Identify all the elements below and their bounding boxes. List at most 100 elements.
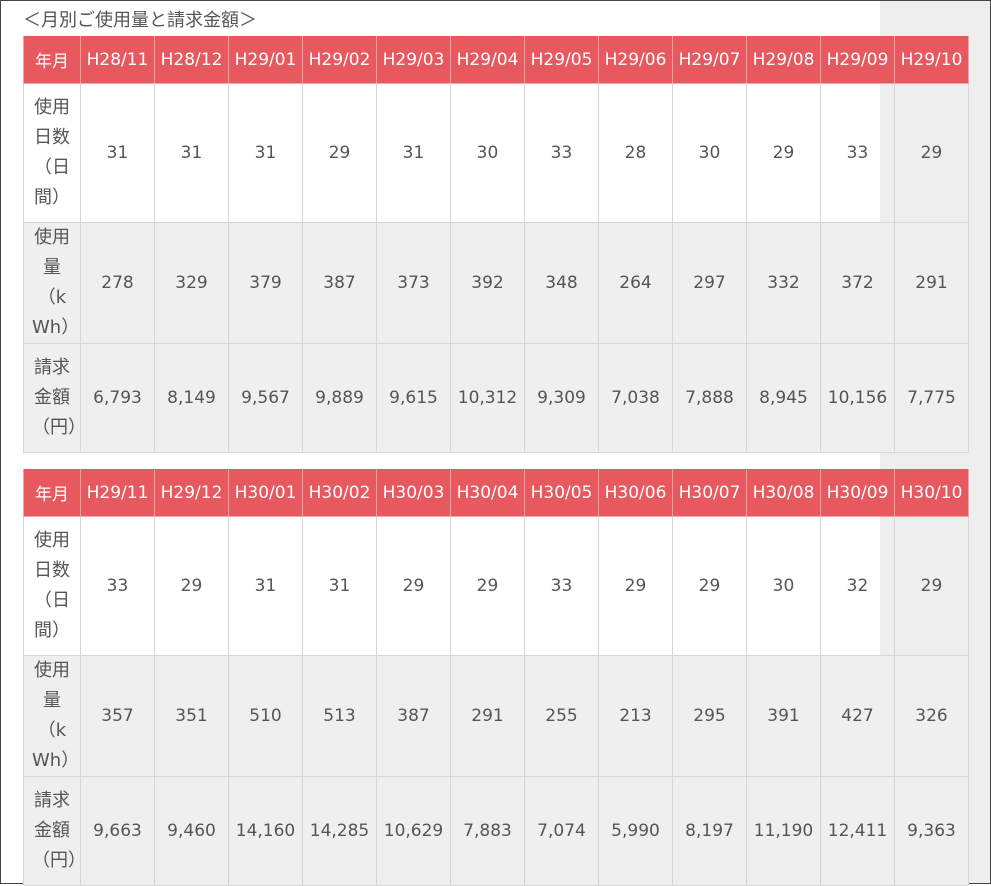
cell: 278	[80, 222, 155, 344]
month-header: H29/06	[598, 36, 673, 84]
month-header: H30/10	[894, 469, 969, 517]
cell: 7,074	[524, 776, 599, 886]
cell: 9,889	[302, 343, 377, 453]
cell: 31	[302, 516, 377, 656]
month-header: H29/11	[80, 469, 155, 517]
cell: 14,160	[228, 776, 303, 886]
data-row: 使用日数（日間） 33 29 31 31 29 29 33 29 29 30 32 29	[23, 516, 969, 656]
usage-table: 年月 H28/11 H28/12 H29/01 H29/02 H29/03 H29/04 H2…	[23, 36, 969, 453]
cell: 29	[746, 83, 821, 223]
cell: 7,883	[450, 776, 525, 886]
cell: 33	[820, 83, 895, 223]
cell: 9,567	[228, 343, 303, 453]
month-header: H29/03	[376, 36, 451, 84]
cell: 32	[820, 516, 895, 656]
cell: 10,312	[450, 343, 525, 453]
cell: 29	[894, 516, 969, 656]
data-row: 使用量（kWh） 278 329 379 387 373 392 348 264 297 332 37…	[23, 222, 969, 344]
cell: 8,945	[746, 343, 821, 453]
header-row: 年月 H28/11 H28/12 H29/01 H29/02 H29/03 H29/04 H2…	[23, 36, 969, 84]
month-header: H30/05	[524, 469, 599, 517]
row-label: 使用日数（日間）	[23, 83, 81, 223]
row-label: 使用量（kWh）	[23, 655, 81, 777]
cell: 213	[598, 655, 673, 777]
cell: 11,190	[746, 776, 821, 886]
cell: 14,285	[302, 776, 377, 886]
cell: 10,156	[820, 343, 895, 453]
cell: 10,629	[376, 776, 451, 886]
cell: 29	[450, 516, 525, 656]
header-row: 年月 H29/11 H29/12 H30/01 H30/02 H30/03 H30/04 H3…	[23, 469, 969, 517]
cell: 379	[228, 222, 303, 344]
cell: 6,793	[80, 343, 155, 453]
data-row: 使用量（kWh） 357 351 510 513 387 291 255 213 295 391 42…	[23, 655, 969, 777]
cell: 513	[302, 655, 377, 777]
cell: 348	[524, 222, 599, 344]
cell: 29	[672, 516, 747, 656]
month-header: H29/05	[524, 36, 599, 84]
month-header: H29/01	[228, 36, 303, 84]
cell: 332	[746, 222, 821, 344]
usage-table: 年月 H29/11 H29/12 H30/01 H30/02 H30/03 H30/04 H3…	[23, 469, 969, 886]
month-header: H29/04	[450, 36, 525, 84]
month-header: H30/09	[820, 469, 895, 517]
cell: 372	[820, 222, 895, 344]
cell: 29	[302, 83, 377, 223]
month-header: H30/01	[228, 469, 303, 517]
cell: 8,149	[154, 343, 229, 453]
cell: 31	[228, 516, 303, 656]
cell: 30	[450, 83, 525, 223]
cell: 391	[746, 655, 821, 777]
month-header: H29/09	[820, 36, 895, 84]
cell: 12,411	[820, 776, 895, 886]
cell: 392	[450, 222, 525, 344]
cell: 28	[598, 83, 673, 223]
cell: 29	[376, 516, 451, 656]
cell: 326	[894, 655, 969, 777]
cell: 31	[228, 83, 303, 223]
cell: 29	[894, 83, 969, 223]
cell: 33	[524, 83, 599, 223]
cell: 373	[376, 222, 451, 344]
cell: 264	[598, 222, 673, 344]
cell: 30	[746, 516, 821, 656]
cell: 357	[80, 655, 155, 777]
data-row: 請求金額（円） 6,793 8,149 9,567 9,889 9,615 10,312 9,…	[23, 343, 969, 453]
month-header: H30/02	[302, 469, 377, 517]
row-label: 請求金額（円）	[23, 776, 86, 886]
month-header: H28/11	[80, 36, 155, 84]
cell: 297	[672, 222, 747, 344]
cell: 30	[672, 83, 747, 223]
month-header: H29/12	[154, 469, 229, 517]
row-label: 請求金額（円）	[23, 343, 86, 453]
row-label: 使用量（kWh）	[23, 222, 81, 344]
cell: 255	[524, 655, 599, 777]
cell: 29	[598, 516, 673, 656]
month-header: H29/08	[746, 36, 821, 84]
data-row: 請求金額（円） 9,663 9,460 14,160 14,285 10,629 7,883…	[23, 776, 969, 886]
cell: 9,309	[524, 343, 599, 453]
month-header: H30/03	[376, 469, 451, 517]
cell: 510	[228, 655, 303, 777]
month-header: H30/08	[746, 469, 821, 517]
cell: 9,615	[376, 343, 451, 453]
cell: 351	[154, 655, 229, 777]
cell: 31	[376, 83, 451, 223]
cell: 291	[450, 655, 525, 777]
cell: 7,888	[672, 343, 747, 453]
cell: 5,990	[598, 776, 673, 886]
cell: 295	[672, 655, 747, 777]
cell: 7,038	[598, 343, 673, 453]
title: ＜月別ご使用量と請求金額＞	[23, 10, 257, 31]
cell: 33	[524, 516, 599, 656]
month-header: H30/07	[672, 469, 747, 517]
label-header: 年月	[23, 36, 81, 84]
cell: 9,363	[894, 776, 969, 886]
data-row: 使用日数（日間） 31 31 31 29 31 30 33 28 30 29 33 29	[23, 83, 969, 223]
cell: 329	[154, 222, 229, 344]
cell: 291	[894, 222, 969, 344]
label-header: 年月	[23, 469, 81, 517]
month-header: H30/06	[598, 469, 673, 517]
cell: 31	[80, 83, 155, 223]
